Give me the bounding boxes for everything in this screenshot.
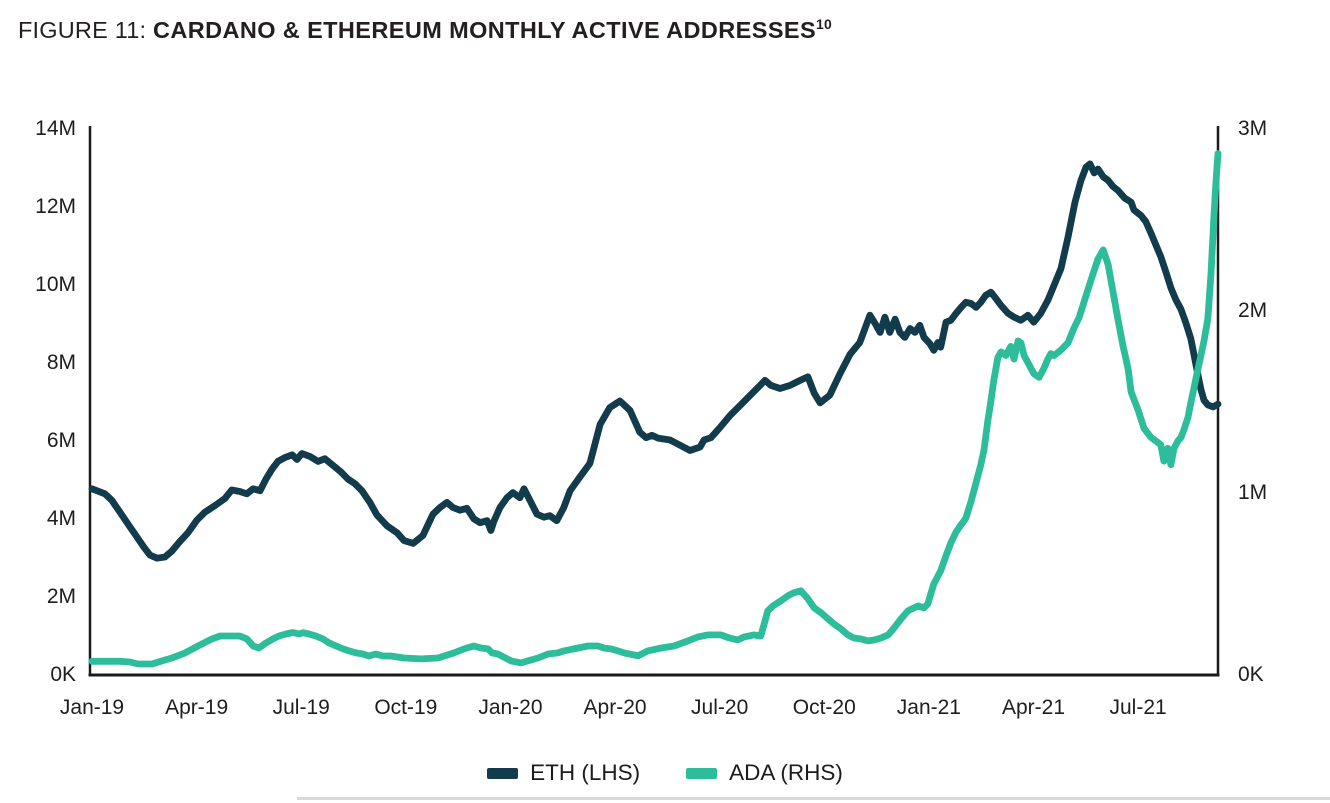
x-axis-tick-label: Jan-20	[478, 696, 542, 719]
figure-footnote-marker: 10	[816, 16, 833, 32]
ada-line	[88, 150, 1222, 668]
page-divider	[297, 797, 1330, 800]
right-axis-tick-label: 2M	[1238, 299, 1267, 322]
left-axis-tick-label: 2M	[47, 585, 76, 608]
legend-label: ETH (LHS)	[530, 760, 641, 785]
legend-swatch	[686, 767, 718, 779]
left-axis-tick-label: 4M	[47, 507, 76, 530]
legend-label: ADA (RHS)	[729, 760, 843, 785]
x-axis-tick-label: Jan-19	[60, 696, 124, 719]
legend-swatch	[487, 767, 519, 779]
x-axis-tick-label: Apr-20	[584, 696, 647, 719]
left-axis-tick-label: 12M	[35, 195, 76, 218]
figure-title: FIGURE 11: CARDANO & ETHEREUM MONTHLY AC…	[18, 16, 832, 44]
x-axis-tick-label: Jan-21	[897, 696, 961, 719]
right-axis-tick-label: 0K	[1238, 663, 1264, 686]
left-axis-tick-label: 10M	[35, 273, 76, 296]
right-axis-tick-label: 1M	[1238, 481, 1267, 504]
right-axis-tick-label: 3M	[1238, 117, 1267, 140]
x-axis-tick-label: Oct-19	[374, 696, 437, 719]
x-axis-tick-label: Jul-21	[1109, 696, 1166, 719]
x-axis-tick-label: Apr-21	[1002, 696, 1065, 719]
figure-title-text: CARDANO & ETHEREUM MONTHLY ACTIVE ADDRES…	[152, 16, 817, 43]
x-axis-tick-label: Apr-19	[165, 696, 228, 719]
eth-line	[88, 160, 1222, 562]
left-axis-tick-label: 0K	[50, 663, 76, 686]
left-axis-tick-label: 14M	[35, 117, 76, 140]
x-axis-tick-label: Jul-20	[691, 696, 748, 719]
x-axis-tick-label: Jul-19	[273, 696, 330, 719]
left-axis-tick-label: 6M	[47, 429, 76, 452]
legend-item: ADA (RHS)	[686, 760, 843, 786]
chart-legend: ETH (LHS) ADA (RHS)	[0, 760, 1330, 786]
x-axis-tick-label: Oct-20	[793, 696, 856, 719]
left-axis-tick-label: 8M	[47, 351, 76, 374]
legend-item: ETH (LHS)	[487, 760, 640, 786]
figure-label: FIGURE 11:	[18, 16, 147, 43]
